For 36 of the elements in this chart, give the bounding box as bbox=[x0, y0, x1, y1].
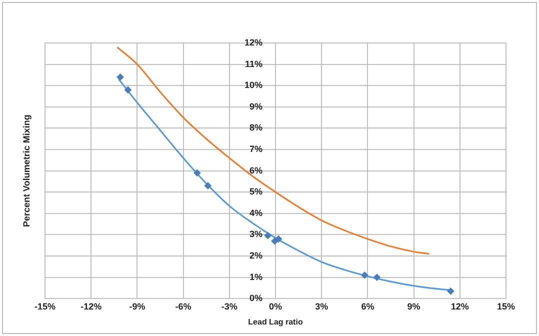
point bbox=[271, 238, 278, 245]
point bbox=[124, 86, 132, 94]
y-tick-label: 4% bbox=[249, 208, 262, 218]
point bbox=[204, 182, 212, 190]
point bbox=[373, 274, 380, 281]
y-tick-label: 12% bbox=[244, 37, 262, 48]
y-axis-title: Percent Volumetric Mixing bbox=[21, 114, 32, 227]
x-tick-label: -12% bbox=[80, 301, 102, 312]
y-tick-label: 0% bbox=[249, 293, 262, 304]
y-tick-label: 10% bbox=[244, 80, 262, 90]
y-tick-label: 9% bbox=[249, 101, 262, 112]
x-tick-label: -3% bbox=[221, 301, 238, 312]
y-tick-label: 7% bbox=[249, 144, 262, 154]
y-tick-label: 5% bbox=[249, 186, 262, 197]
x-tick-label: 6% bbox=[361, 301, 374, 312]
y-tick-label: 3% bbox=[249, 229, 262, 240]
point bbox=[264, 232, 272, 240]
x-tick-label: -15% bbox=[34, 301, 56, 312]
y-tick-label: 2% bbox=[249, 250, 262, 260]
point bbox=[116, 74, 124, 81]
x-tick-label: 15% bbox=[496, 301, 516, 312]
x-tick-label: 3% bbox=[315, 301, 328, 312]
x-tick-label: 12% bbox=[450, 301, 469, 312]
point bbox=[447, 288, 454, 295]
y-tick-label: 11% bbox=[244, 58, 262, 69]
point bbox=[194, 169, 201, 176]
y-tick-label: 8% bbox=[249, 122, 262, 133]
point bbox=[361, 272, 368, 279]
x-axis-title: Lead Lag ratio bbox=[248, 317, 303, 326]
point bbox=[275, 235, 282, 242]
x-tick-label: -6% bbox=[175, 301, 192, 312]
x-tick-label: -9% bbox=[129, 301, 146, 312]
x-tick-label: 9% bbox=[407, 301, 420, 312]
x-tick-label: 0% bbox=[268, 301, 282, 312]
y-tick-label: 6% bbox=[249, 165, 262, 176]
y-tick-label: 1% bbox=[249, 272, 262, 282]
